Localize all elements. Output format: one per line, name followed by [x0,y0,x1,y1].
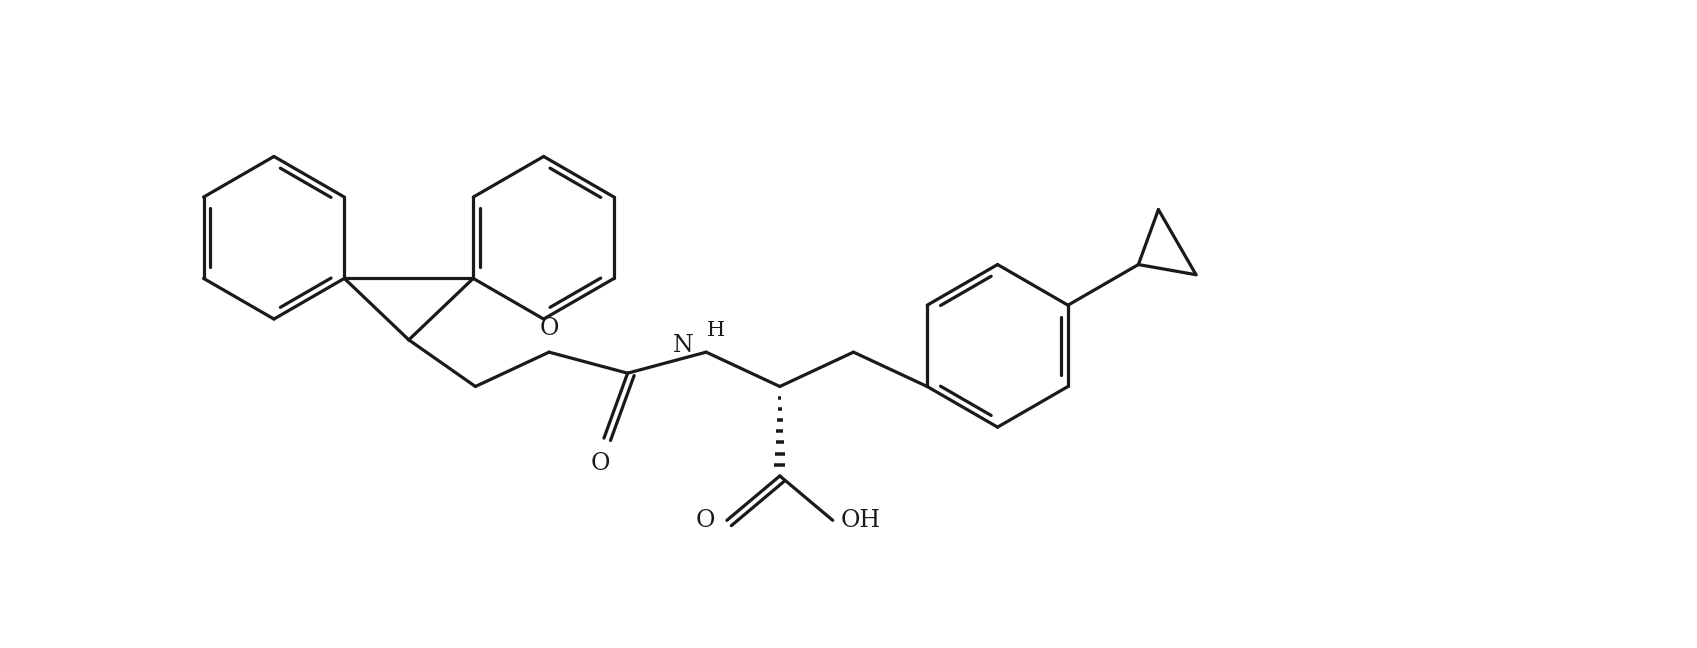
Text: O: O [696,509,714,532]
Text: OH: OH [840,509,881,532]
Text: O: O [591,452,609,475]
Text: O: O [540,318,558,340]
Text: N: N [672,334,694,356]
Text: H: H [708,321,725,340]
